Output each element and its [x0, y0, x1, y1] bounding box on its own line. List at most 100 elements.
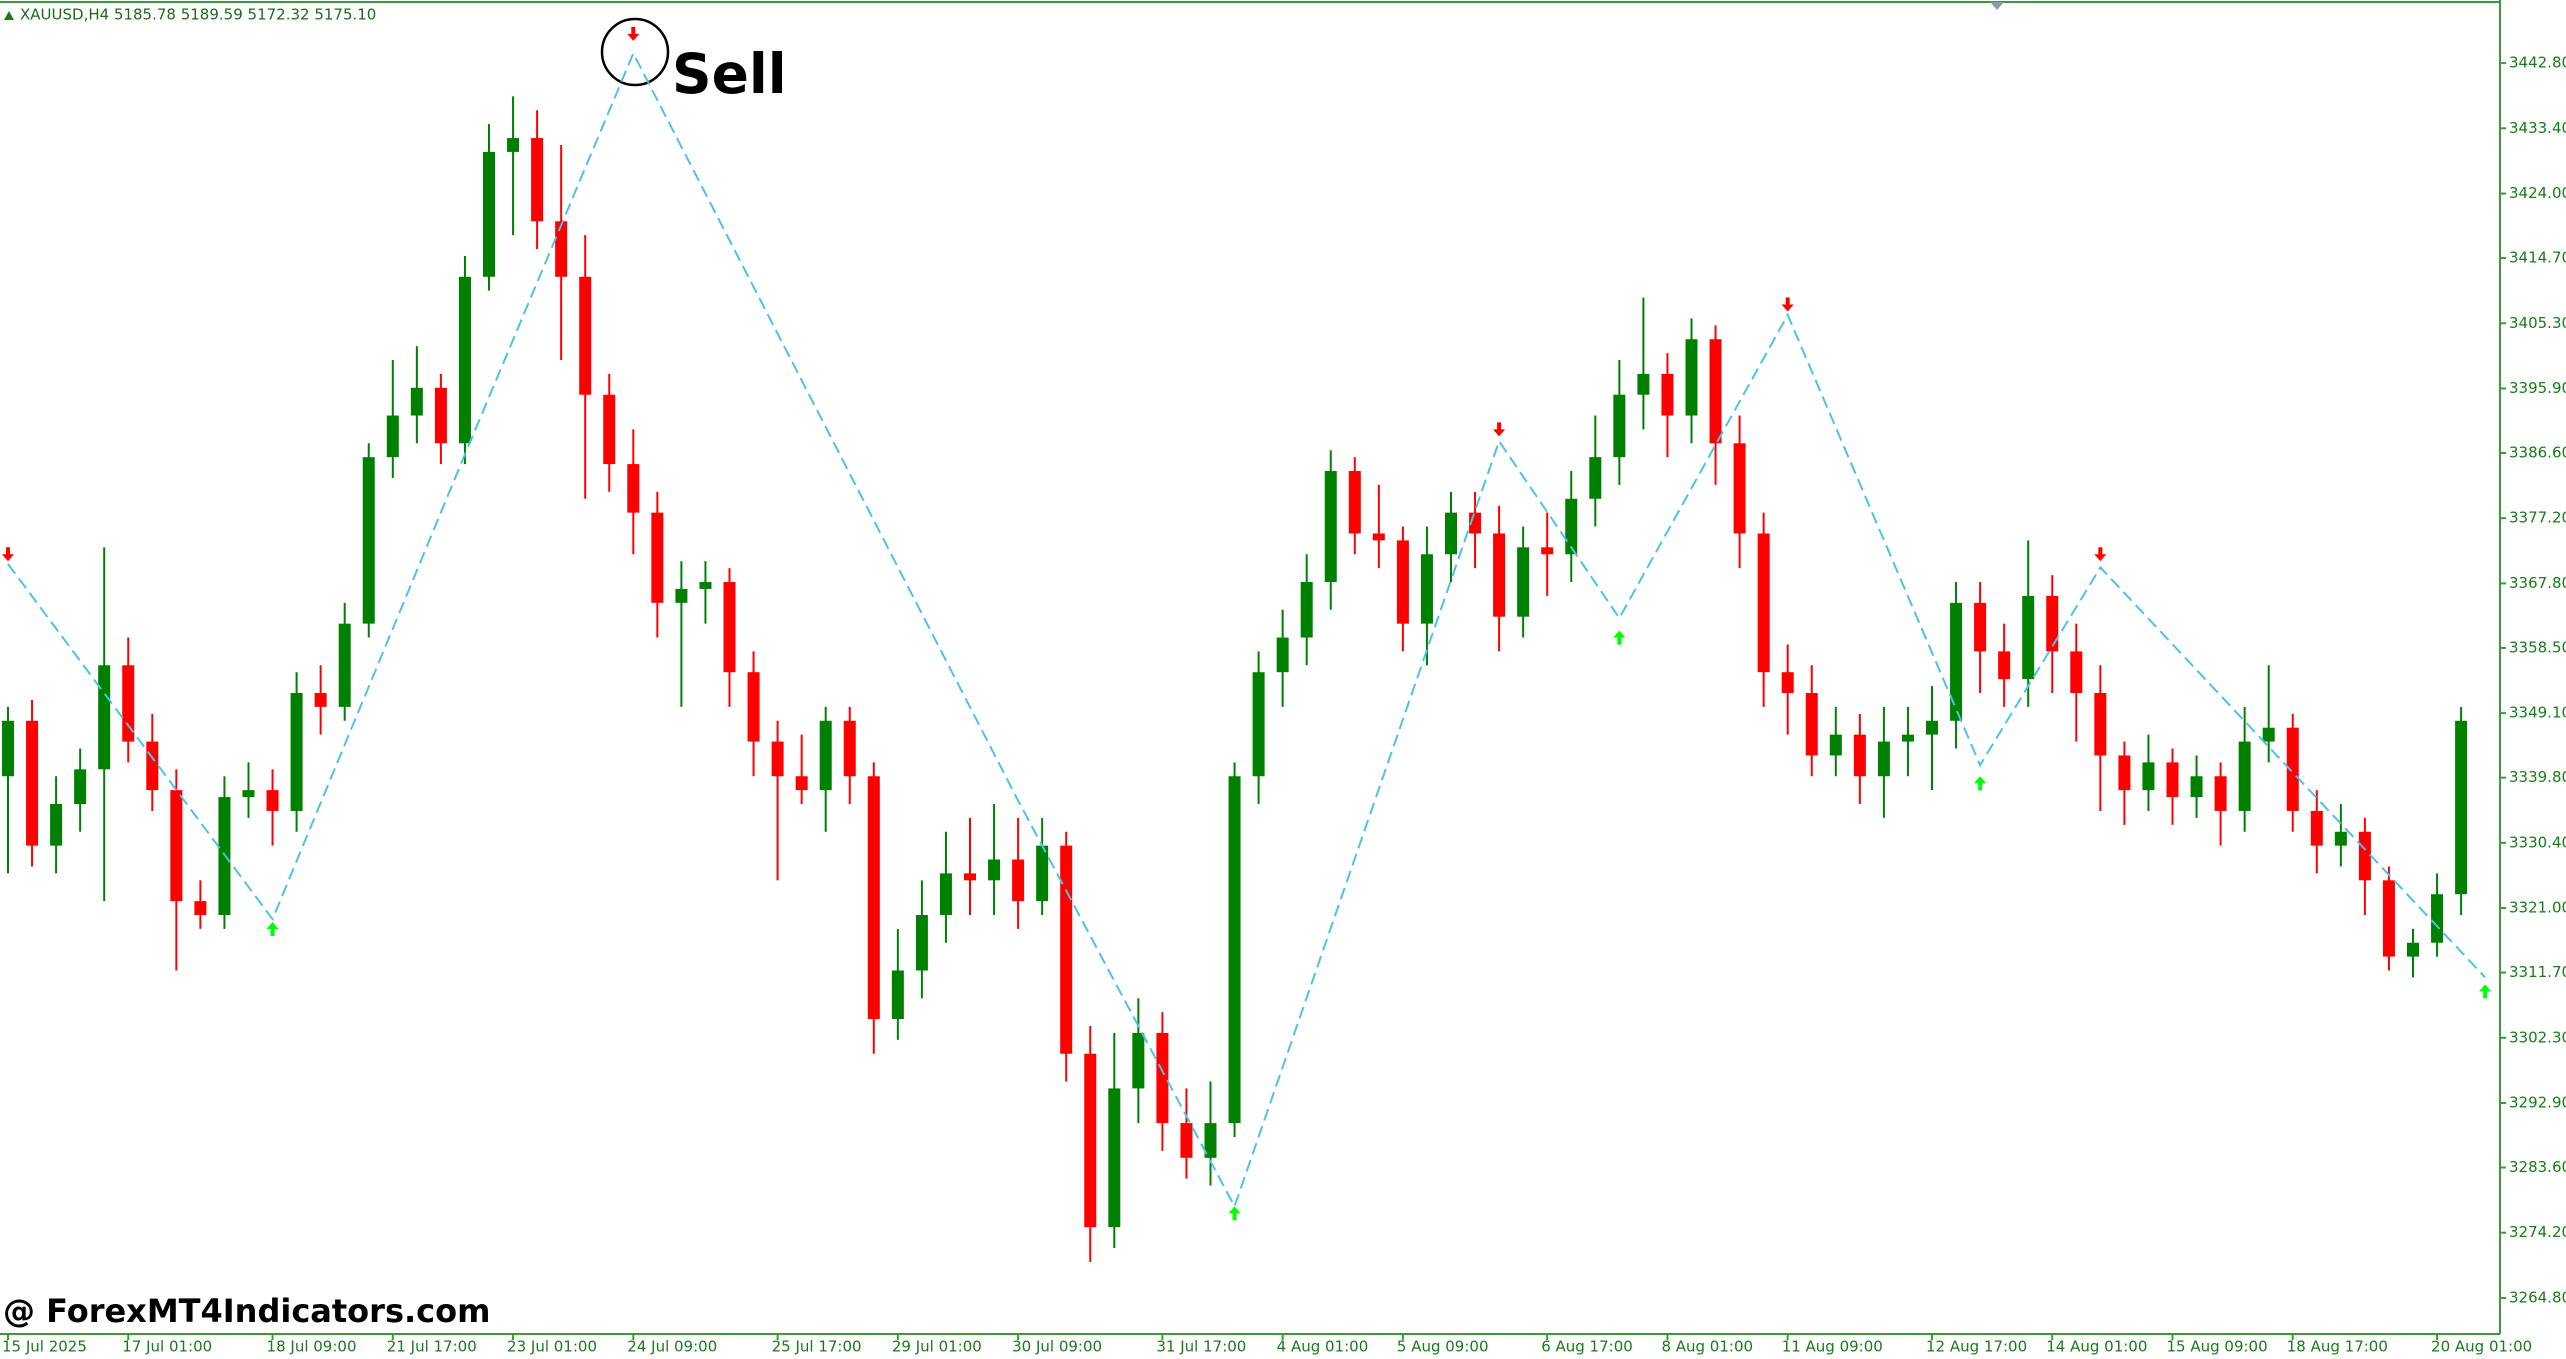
- x-tick-label: 20 Aug 01:00: [2431, 1338, 2532, 1356]
- x-tick-label: 21 Jul 17:00: [387, 1338, 477, 1356]
- candle-body: [964, 873, 976, 881]
- candle-body: [723, 582, 736, 673]
- candle-body: [50, 804, 63, 846]
- candle-body: [1324, 471, 1337, 583]
- candle-body: [531, 138, 544, 222]
- candle-body: [362, 457, 375, 624]
- x-tick-label: 4 Aug 01:00: [1277, 1338, 1369, 1356]
- candle-body: [458, 276, 471, 444]
- candle-body: [1901, 734, 1914, 742]
- candle-body: [2286, 727, 2299, 811]
- y-tick-label: 3274.20: [2509, 1223, 2566, 1241]
- sell-arrow: [1781, 297, 1794, 312]
- candle-body: [747, 672, 760, 742]
- candle-body: [483, 151, 495, 277]
- y-tick-label: 3424.00: [2509, 184, 2566, 202]
- candle-body: [386, 415, 399, 458]
- candle-body: [867, 776, 880, 1020]
- candle-body: [1060, 845, 1073, 1054]
- candle-body: [1829, 734, 1842, 756]
- candle-body: [2431, 894, 2444, 943]
- candle-body: [170, 790, 183, 902]
- candle-body: [1156, 1032, 1169, 1124]
- chart-header: XAUUSD,H4 5185.78 5189.59 5172.32 5175.1…: [20, 6, 376, 24]
- candle-body: [819, 720, 832, 791]
- candle-body: [2094, 693, 2107, 756]
- sell-arrow: [2, 547, 14, 562]
- candle-body: [2455, 720, 2468, 895]
- candle-body: [194, 901, 207, 916]
- candle-body: [2262, 727, 2275, 742]
- x-tick-label: 15 Jul 2025: [2, 1338, 87, 1356]
- x-tick-label: 24 Jul 09:00: [627, 1338, 717, 1356]
- candle-body: [1565, 498, 1578, 555]
- candle-body: [627, 464, 640, 513]
- candle-body: [2382, 880, 2395, 957]
- shift-marker: [1990, 2, 2004, 10]
- plot: [2, 26, 2492, 1262]
- x-tick-label: 6 Aug 17:00: [1541, 1338, 1633, 1356]
- candle-body: [2070, 651, 2083, 694]
- candle-body: [1733, 443, 1746, 534]
- x-tick-label: 29 Jul 01:00: [892, 1338, 982, 1356]
- y-tick-label: 3264.80: [2509, 1288, 2566, 1306]
- candle-body: [1974, 602, 1987, 652]
- candle-body: [1396, 540, 1409, 624]
- candle-body: [98, 665, 111, 770]
- x-tick-label: 11 Aug 09:00: [1782, 1338, 1883, 1356]
- candle-body: [675, 588, 688, 603]
- candle-body: [555, 221, 568, 277]
- candle-body: [26, 720, 39, 846]
- candle-body: [1300, 582, 1313, 638]
- candle-body: [2334, 831, 2347, 846]
- candle-body: [1757, 533, 1770, 673]
- candle-body: [2238, 741, 2251, 811]
- candle-body: [2046, 595, 2059, 652]
- y-tick-label: 3386.60: [2509, 443, 2566, 461]
- y-tick-label: 3321.00: [2509, 899, 2566, 917]
- y-tick-label: 3367.80: [2509, 574, 2566, 592]
- candle-body: [2, 720, 14, 777]
- y-tick-label: 3405.30: [2509, 314, 2566, 332]
- y-tick-label: 3414.70: [2509, 249, 2566, 267]
- symbol-icon: [4, 11, 14, 20]
- candle-body: [1132, 1032, 1145, 1089]
- candle-body: [1252, 672, 1265, 777]
- candle-body: [2214, 776, 2227, 811]
- candle-body: [1950, 602, 1963, 721]
- candle-body: [891, 970, 904, 1020]
- y-tick-label: 3311.70: [2509, 963, 2566, 981]
- candle-body: [2142, 762, 2155, 791]
- candle-body: [1589, 457, 1602, 499]
- candle-body: [242, 790, 255, 798]
- sell-arrow: [2094, 547, 2107, 562]
- x-tick-label: 8 Aug 01:00: [1661, 1338, 1753, 1356]
- zigzag-line: [7, 51, 2486, 1209]
- candle-body: [1781, 672, 1794, 694]
- x-tick-label: 31 Jul 17:00: [1156, 1338, 1246, 1356]
- candle-body: [603, 394, 616, 465]
- buy-arrow: [1613, 630, 1626, 645]
- x-tick-label: 30 Jul 09:00: [1012, 1338, 1102, 1356]
- candle-body: [2358, 831, 2371, 881]
- x-tick-label: 23 Jul 01:00: [507, 1338, 597, 1356]
- candle-body: [699, 582, 712, 589]
- candle-body: [434, 387, 447, 444]
- candle-body: [1853, 734, 1866, 777]
- buy-arrow: [1974, 776, 1987, 791]
- candle-body: [1372, 533, 1385, 541]
- candle-body: [579, 276, 592, 395]
- candle-body: [1661, 373, 1674, 416]
- y-tick-label: 3283.60: [2509, 1158, 2566, 1176]
- candle-body: [2310, 810, 2323, 846]
- candle-body: [2118, 755, 2131, 791]
- candle-body: [507, 138, 520, 152]
- buy-arrow: [266, 921, 279, 936]
- candle-body: [1613, 394, 1626, 458]
- candle-body: [2166, 762, 2179, 798]
- x-tick-label: 17 Jul 01:00: [122, 1338, 212, 1356]
- candle-body: [1084, 1053, 1097, 1228]
- y-tick-label: 3330.40: [2509, 833, 2566, 851]
- x-tick-label: 5 Aug 09:00: [1397, 1338, 1489, 1356]
- candle-body: [1276, 637, 1289, 673]
